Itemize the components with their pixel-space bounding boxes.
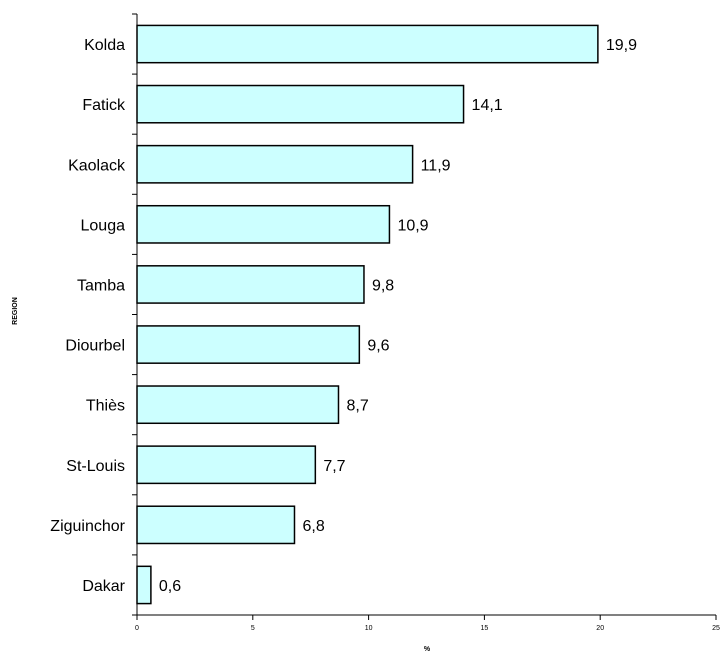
bar-fatick (136, 84, 465, 124)
x-axis-title: % (424, 646, 431, 653)
category-label: Ziguinchor (50, 518, 125, 535)
bar-kolda (136, 24, 599, 64)
value-label: 0,6 (159, 578, 181, 595)
value-labels-group: 19,9 14,1 11,9 10,9 9,8 9,6 8,7 7,7 6,8 0,6 (159, 37, 637, 595)
x-tick-label: 20 (596, 625, 604, 632)
x-tick-label: 25 (712, 625, 720, 632)
bar-tamba (136, 265, 365, 304)
bar-dakar (136, 565, 152, 605)
value-label: 6,8 (302, 518, 324, 535)
category-labels-group: Kolda Fatick Kaolack Louga Tamba Diourbel Thiè… (50, 37, 126, 595)
x-tick-label: 0 (135, 625, 139, 632)
bar-ziguinchor (136, 505, 296, 545)
category-label: Louga (81, 217, 126, 234)
value-label: 9,8 (372, 277, 394, 294)
value-label: 11,9 (421, 157, 451, 174)
y-ticks-group (132, 13, 137, 616)
bar-st-louis (136, 445, 317, 485)
category-label: Fatick (82, 97, 126, 114)
category-label: Thiès (86, 398, 125, 415)
value-label: 7,7 (323, 458, 345, 475)
value-label: 8,7 (346, 398, 368, 415)
x-tick-label: 15 (481, 625, 489, 632)
y-axis-title: REGION (12, 297, 19, 325)
value-label: 10,9 (397, 217, 428, 234)
x-ticks-group: 0 5 10 15 20 25 (135, 615, 720, 632)
category-label: Diourbel (65, 338, 125, 355)
bar-thi-s (136, 385, 340, 425)
bar-diourbel (136, 325, 361, 364)
value-label: 9,6 (367, 338, 389, 355)
category-label: Kaolack (68, 157, 126, 174)
bar-louga (136, 204, 391, 244)
category-label: St-Louis (66, 458, 125, 475)
category-label: Tamba (77, 277, 125, 294)
x-tick-label: 5 (251, 625, 255, 632)
category-label: Dakar (82, 578, 125, 595)
bar-kaolack (136, 144, 414, 184)
value-label: 14,1 (472, 97, 503, 114)
category-label: Kolda (84, 37, 125, 54)
bars-group (136, 24, 599, 605)
value-label: 19,9 (606, 37, 637, 54)
x-tick-label: 10 (365, 625, 373, 632)
